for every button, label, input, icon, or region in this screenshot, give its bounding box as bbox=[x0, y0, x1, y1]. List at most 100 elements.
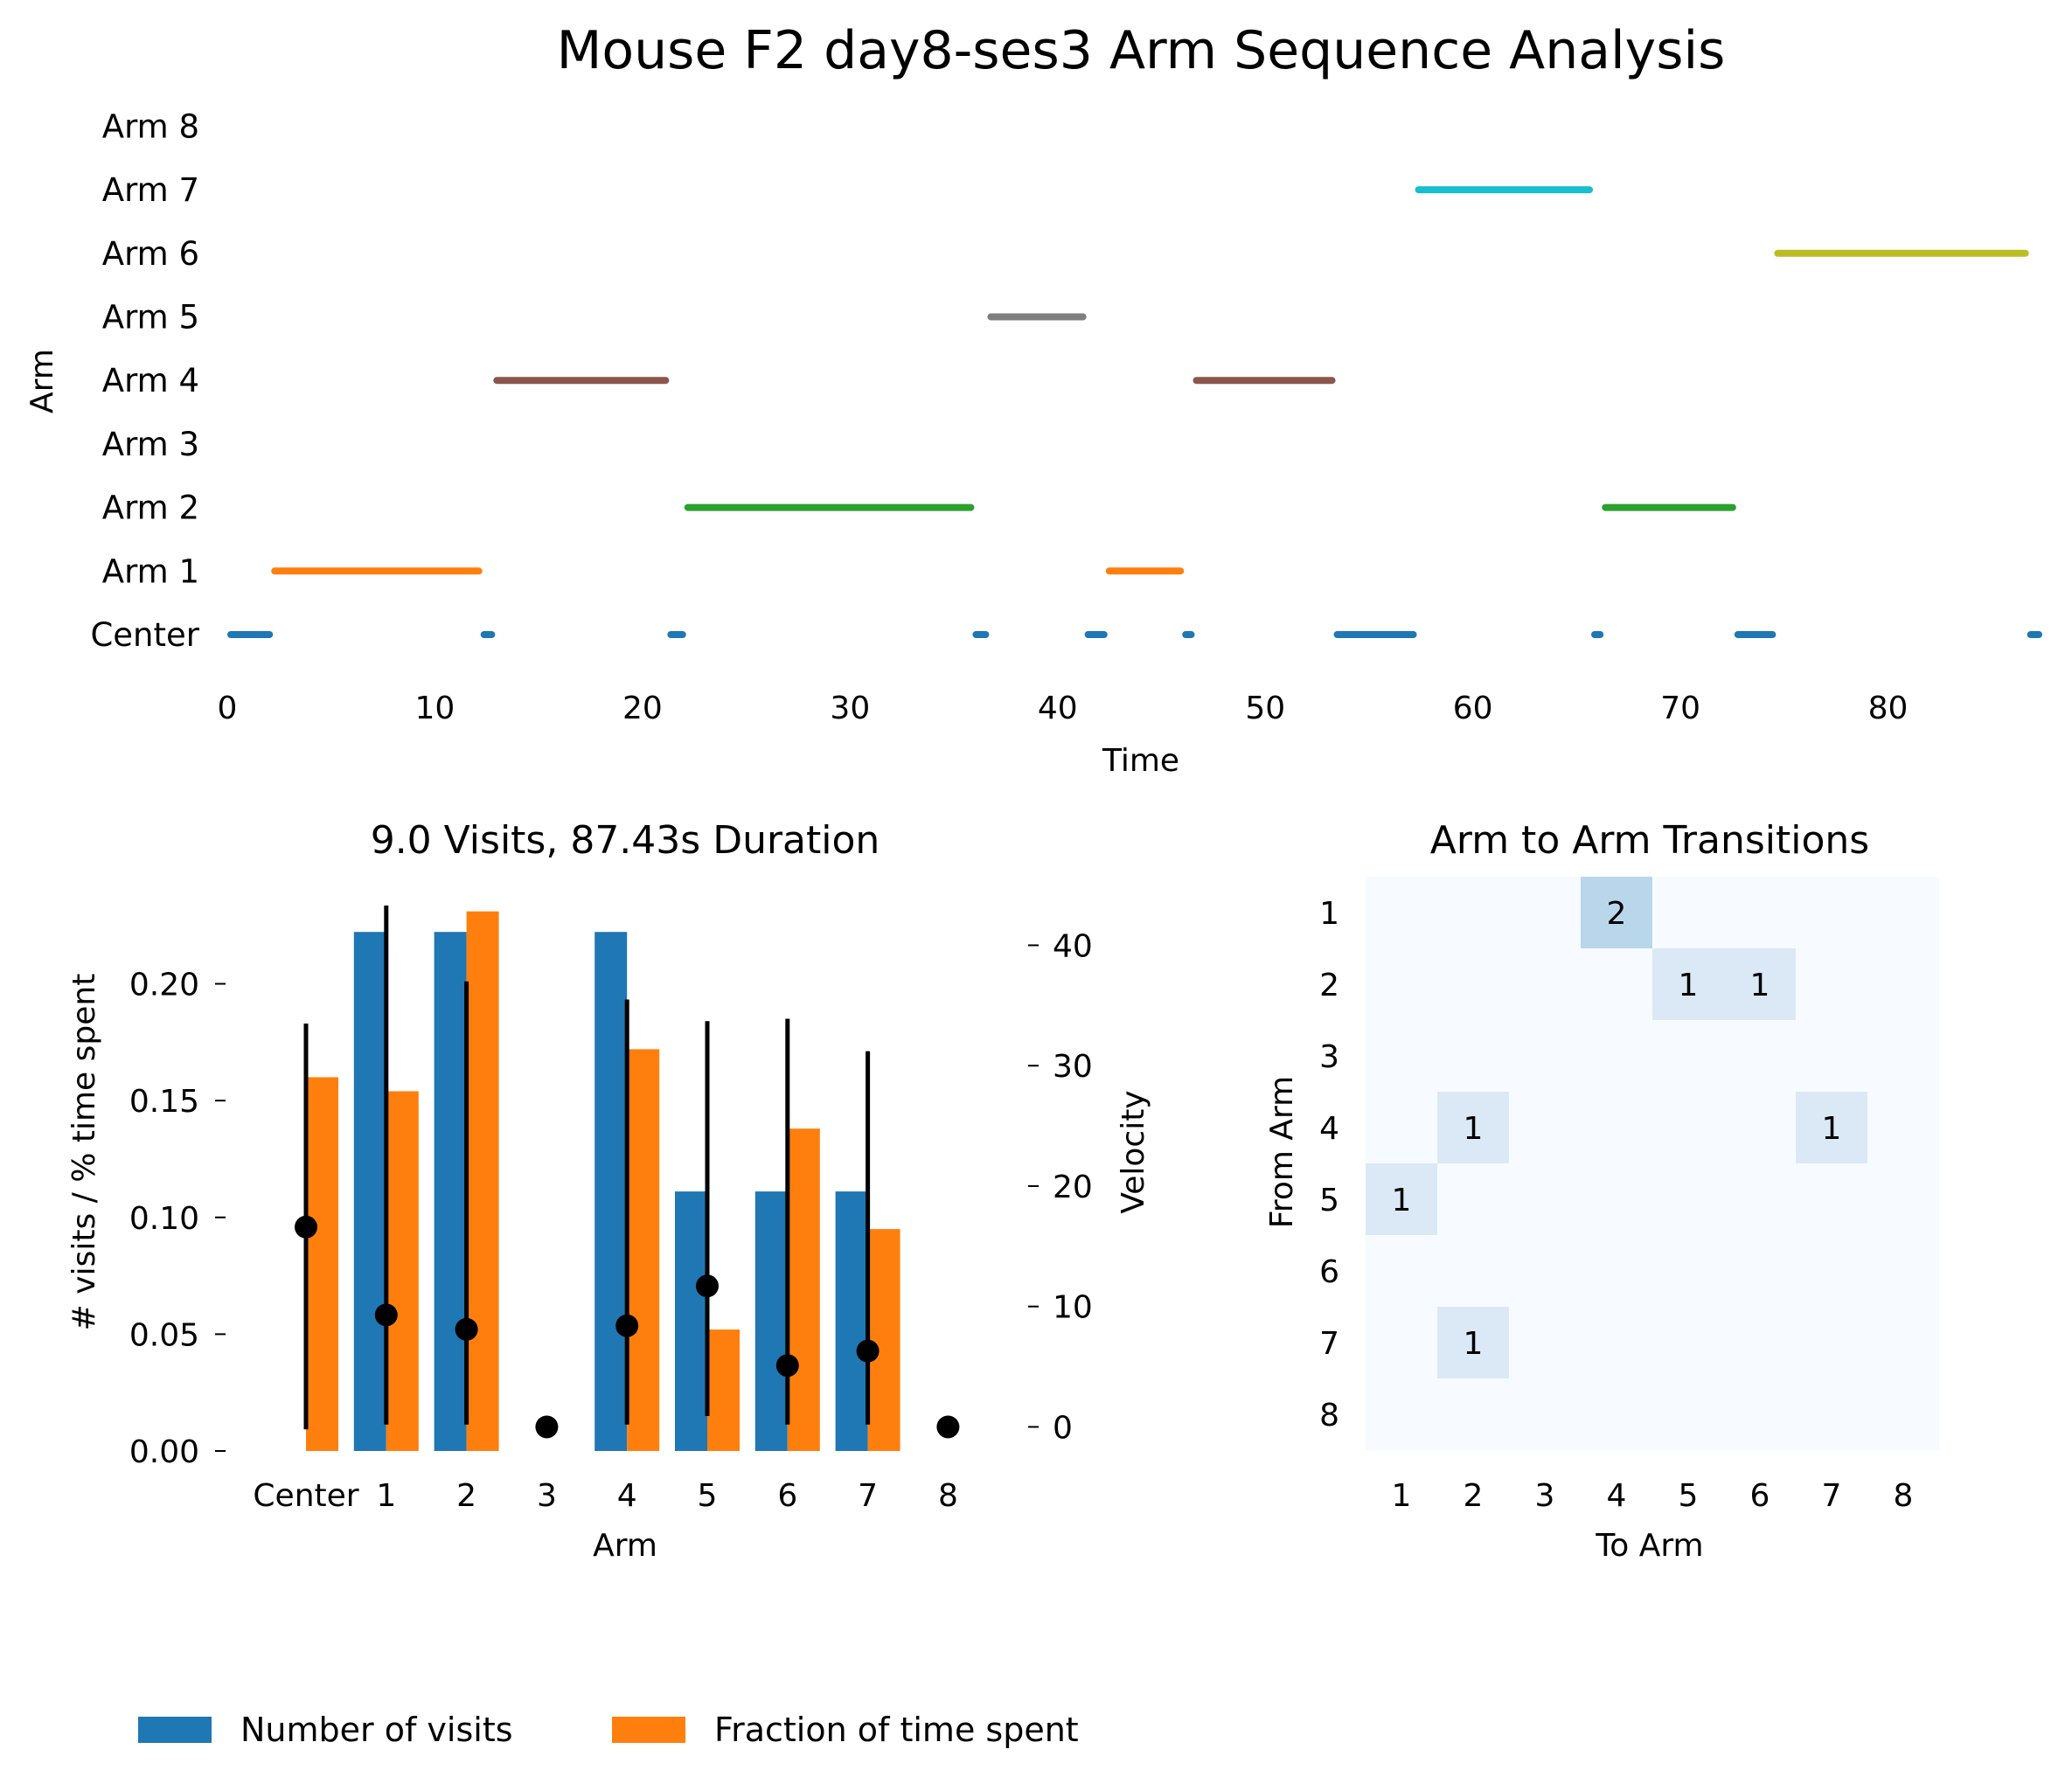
heatmap-cell bbox=[1796, 1163, 1868, 1236]
heatmap-cell bbox=[1437, 1163, 1510, 1236]
heatmap-y-tick-label: 4 bbox=[1319, 1111, 1339, 1147]
heatmap-cell-value: 1 bbox=[1464, 1326, 1484, 1362]
heatmap-cell bbox=[1724, 948, 1797, 1021]
heatmap-cell-value: 1 bbox=[1464, 1111, 1484, 1147]
heatmap-cell bbox=[1724, 1235, 1797, 1308]
heatmap-cell bbox=[1581, 1020, 1653, 1093]
heatmap-x-tick-label: 5 bbox=[1679, 1478, 1699, 1514]
legend-label-time: Fraction of time spent bbox=[714, 1711, 1079, 1749]
visits-bar bbox=[675, 1191, 707, 1451]
velocity-tick-label: 40 bbox=[1053, 928, 1093, 964]
heatmap-cell bbox=[1581, 1092, 1653, 1164]
figure-title: Mouse F2 day8-ses3 Arm Sequence Analysis bbox=[557, 20, 1726, 81]
heatmap-cell bbox=[1652, 1020, 1725, 1093]
heatmap-x-tick-label: 2 bbox=[1464, 1478, 1484, 1514]
lane-label: Arm 3 bbox=[102, 426, 199, 463]
lane-label: Center bbox=[90, 616, 199, 654]
heatmap-cell bbox=[1366, 1020, 1438, 1093]
heatmap-y-label: From Arm bbox=[1264, 1076, 1300, 1229]
legend-swatch-time bbox=[612, 1717, 685, 1743]
timeline-panel: Center Arm 1 Arm 2 Arm 3 Arm 4 Arm 5 Arm 6 Arm … bbox=[24, 108, 2042, 779]
visits-bar-panel: 9.0 Visits, 87.43s Duration 0.00 0.05 0.10… bbox=[66, 818, 1151, 1564]
heatmap-cell bbox=[1509, 1378, 1582, 1451]
velocity-point bbox=[936, 1415, 960, 1439]
velocity-point bbox=[856, 1339, 880, 1363]
heatmap-x-tick-label: 7 bbox=[1822, 1478, 1842, 1514]
bar-x-tick-label: 7 bbox=[858, 1478, 878, 1514]
bar-x-tick-label: 1 bbox=[376, 1478, 396, 1514]
bar-chart-title: 9.0 Visits, 87.43s Duration bbox=[371, 818, 880, 863]
heatmap-cell-value: 1 bbox=[1750, 968, 1770, 1003]
velocity-point bbox=[374, 1303, 398, 1327]
heatmap-cell bbox=[1366, 1378, 1438, 1451]
heatmap-y-tick-label: 3 bbox=[1319, 1039, 1339, 1075]
bar-y-tick-label: 0.20 bbox=[129, 968, 199, 1003]
heatmap-cell bbox=[1366, 1092, 1438, 1164]
heatmap-cell bbox=[1437, 1307, 1510, 1379]
timeline-tick-label: 10 bbox=[415, 691, 455, 726]
heatmap-y-tick-label: 8 bbox=[1319, 1398, 1339, 1433]
heatmap-cell bbox=[1581, 1307, 1653, 1379]
heatmap-cell bbox=[1652, 948, 1725, 1021]
heatmap-cell bbox=[1652, 1307, 1725, 1379]
heatmap-x-label: To Arm bbox=[1595, 1528, 1703, 1564]
heatmap-cell bbox=[1796, 1020, 1868, 1093]
timeline-tick-label: 40 bbox=[1038, 691, 1078, 726]
bar-x-ticks: Center 1 2 3 4 5 6 7 8 bbox=[253, 1478, 957, 1514]
heatmap-cell bbox=[1867, 877, 1940, 949]
time-spent-bar bbox=[627, 1049, 660, 1451]
time-spent-bar bbox=[386, 1091, 419, 1451]
heatmap-cell bbox=[1652, 1235, 1725, 1308]
heatmap-cell bbox=[1652, 1378, 1725, 1451]
heatmap-cell bbox=[1867, 1163, 1940, 1236]
heatmap-cell bbox=[1366, 877, 1438, 949]
velocity-point bbox=[535, 1415, 559, 1439]
velocity-tick-label: 20 bbox=[1053, 1170, 1093, 1205]
lane-label: Arm 2 bbox=[102, 489, 199, 527]
time-spent-bar bbox=[787, 1128, 820, 1451]
legend-label-visits: Number of visits bbox=[240, 1711, 513, 1749]
time-spent-bar bbox=[466, 911, 499, 1451]
heatmap-cell bbox=[1796, 948, 1868, 1021]
velocity-point bbox=[615, 1314, 639, 1337]
lane-label: Arm 7 bbox=[102, 171, 199, 209]
heatmap-cell-value: 1 bbox=[1822, 1111, 1842, 1147]
heatmap-cell bbox=[1867, 1020, 1940, 1093]
heatmap-cell bbox=[1724, 1020, 1797, 1093]
heatmap-ticks: 1 2 3 4 5 6 7 8 1 2 3 4 5 6 7 8 bbox=[1319, 896, 1913, 1514]
heatmap-cell bbox=[1437, 1235, 1510, 1308]
timeline-segments bbox=[227, 186, 2042, 638]
velocity-point bbox=[775, 1354, 799, 1378]
velocity-point bbox=[455, 1317, 478, 1341]
heatmap-cell bbox=[1581, 1378, 1653, 1451]
heatmap-cell bbox=[1366, 948, 1438, 1021]
heatmap-cells: 2 1 1 1 1 1 1 bbox=[1366, 877, 1940, 1451]
bar-y-tick-label: 0.05 bbox=[129, 1317, 199, 1353]
heatmap-y-tick-label: 6 bbox=[1319, 1254, 1339, 1290]
heatmap-x-tick-label: 6 bbox=[1750, 1478, 1770, 1514]
heatmap-cell bbox=[1581, 1235, 1653, 1308]
bar-rects bbox=[306, 911, 900, 1451]
heatmap-cell bbox=[1366, 1307, 1438, 1379]
heatmap-cell bbox=[1724, 1307, 1797, 1379]
heatmap-cell bbox=[1509, 877, 1582, 949]
heatmap-cell bbox=[1867, 1378, 1940, 1451]
heatmap-cell-value: 2 bbox=[1607, 896, 1627, 932]
transition-heatmap-panel: Arm to Arm Transitions 21 11 111 1 2 3 4 5 6 7 81… bbox=[1264, 818, 1940, 1564]
bar-x-tick-label: 5 bbox=[698, 1478, 718, 1514]
heatmap-y-tick-label: 2 bbox=[1319, 968, 1339, 1003]
heatmap-cell bbox=[1509, 1020, 1582, 1093]
bar-x-tick-label: 2 bbox=[456, 1478, 476, 1514]
timeline-y-label: Arm bbox=[24, 349, 60, 413]
velocity-point bbox=[696, 1274, 719, 1298]
heatmap-cell bbox=[1437, 1378, 1510, 1451]
velocity-tick-label: 10 bbox=[1053, 1290, 1093, 1326]
timeline-tick-label: 0 bbox=[218, 691, 238, 726]
timeline-tick-label: 30 bbox=[830, 691, 870, 726]
visits-bar bbox=[594, 932, 628, 1451]
heatmap-cell bbox=[1867, 948, 1940, 1021]
bar-x-tick-label: 6 bbox=[777, 1478, 797, 1514]
velocity-markers bbox=[295, 906, 960, 1439]
heatmap-cell bbox=[1796, 1092, 1868, 1164]
time-spent-bar bbox=[707, 1329, 740, 1451]
